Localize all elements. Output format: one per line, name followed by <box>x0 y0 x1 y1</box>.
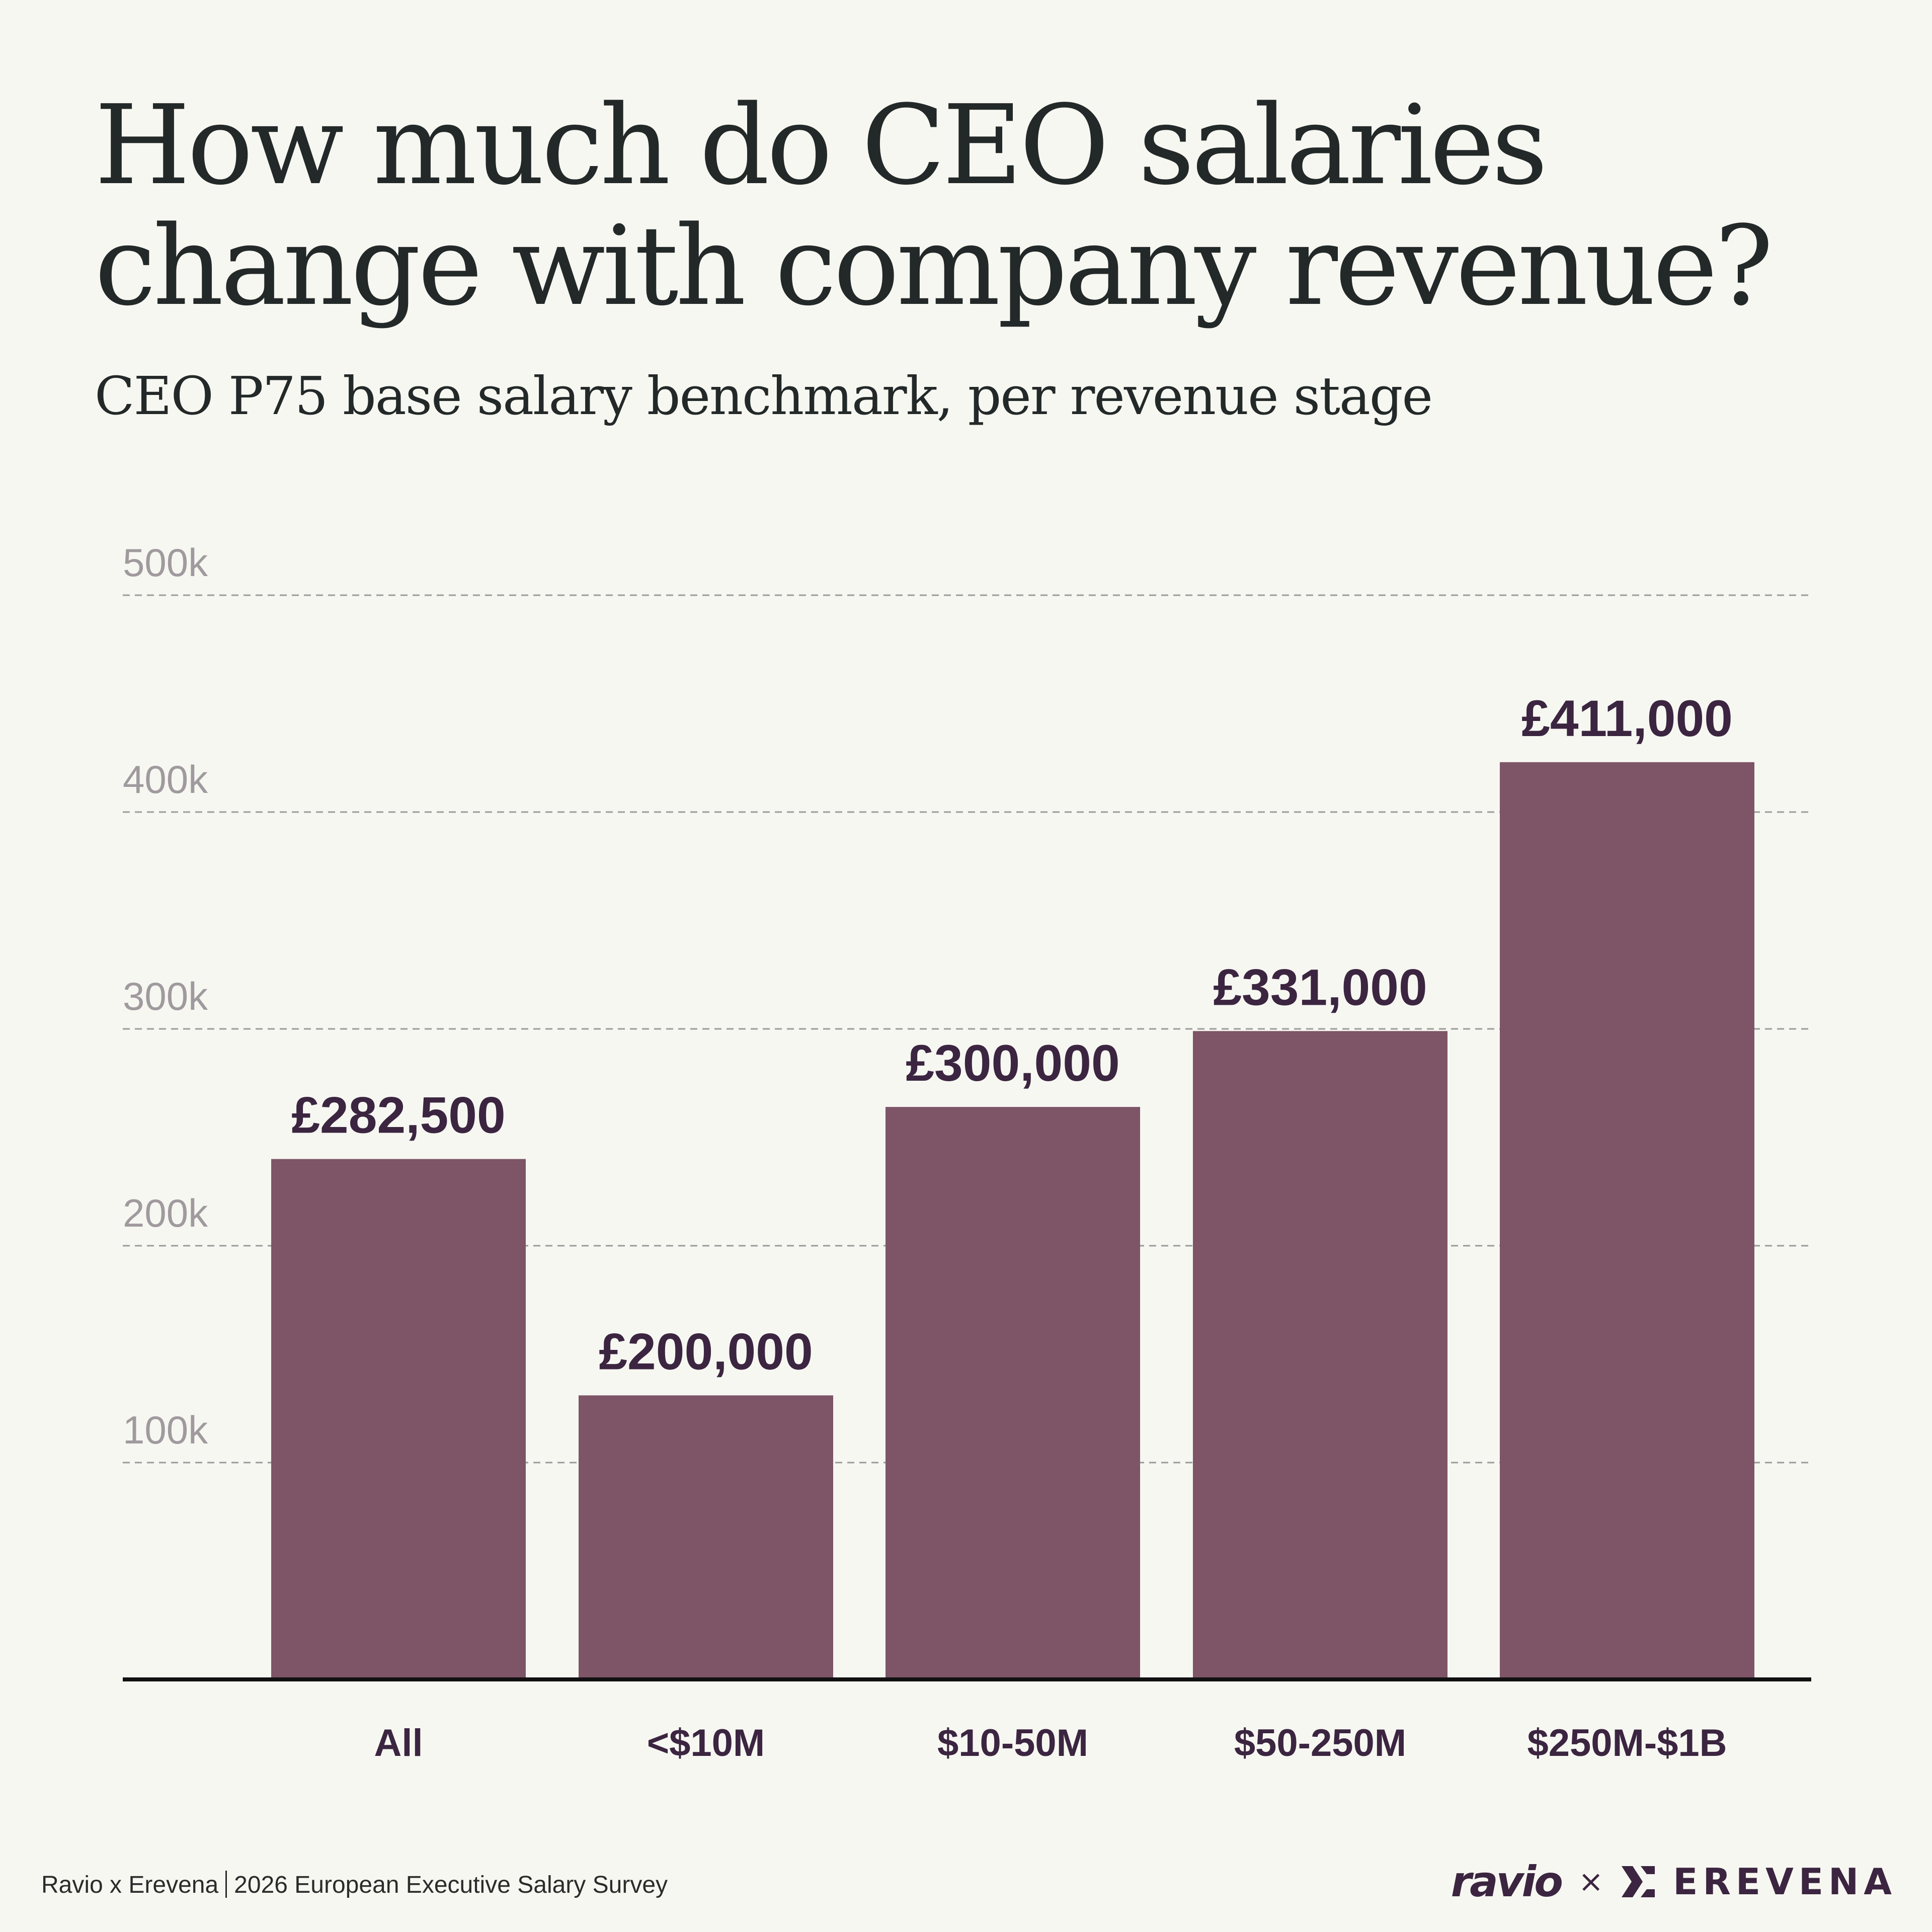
chart-title: How much do CEO salaries change with com… <box>95 82 1774 330</box>
value-label: £200,000 <box>599 1323 813 1380</box>
erevena-logo: EREVENA <box>1673 1861 1897 1903</box>
value-labels: £282,500 £200,000 £300,000 £331,000 £411,000 <box>291 690 1733 1381</box>
category-label: All <box>374 1722 423 1764</box>
ravio-logo: ravio <box>1451 1857 1563 1906</box>
erevena-mark-icon <box>1622 1866 1655 1897</box>
value-label: £331,000 <box>1213 958 1427 1016</box>
value-label: £411,000 <box>1521 690 1733 747</box>
category-labels: All <$10M $10-50M $50-250M $250M-$1B <box>374 1722 1727 1764</box>
chart-subtitle: CEO P75 base salary benchmark, per reven… <box>95 365 1433 427</box>
y-tick-label: 100k <box>123 1408 208 1452</box>
bar-2 <box>886 1107 1140 1679</box>
category-label: $50-250M <box>1234 1722 1406 1764</box>
times-icon: × <box>1578 1864 1604 1899</box>
bar-0 <box>271 1159 526 1679</box>
y-tick-labels: 100k 200k 300k 400k 500k <box>123 540 208 1452</box>
category-label: $250M-$1B <box>1527 1722 1727 1764</box>
category-label: $10-50M <box>937 1722 1088 1764</box>
bar-4 <box>1500 762 1754 1679</box>
y-tick-label: 400k <box>123 757 208 801</box>
source-separator <box>225 1871 227 1898</box>
bar-1 <box>579 1395 833 1679</box>
source-right: 2026 European Executive Salary Survey <box>234 1872 668 1898</box>
bar-chart: 100k 200k 300k 400k 500k £282,500 £200,000 £30… <box>123 540 1811 1764</box>
source-footer: Ravio x Erevena 2026 European Executive S… <box>41 1871 668 1899</box>
source-left: Ravio x Erevena <box>41 1872 219 1898</box>
bars <box>271 762 1754 1679</box>
y-tick-label: 200k <box>123 1191 208 1235</box>
bar-3 <box>1193 1031 1447 1679</box>
category-label: <$10M <box>647 1722 765 1764</box>
y-tick-label: 300k <box>123 974 208 1018</box>
partner-logos: ravio × EREVENA <box>1451 1857 1897 1907</box>
value-label: £300,000 <box>906 1034 1119 1092</box>
value-label: £282,500 <box>291 1087 505 1144</box>
y-tick-label: 500k <box>123 540 208 585</box>
